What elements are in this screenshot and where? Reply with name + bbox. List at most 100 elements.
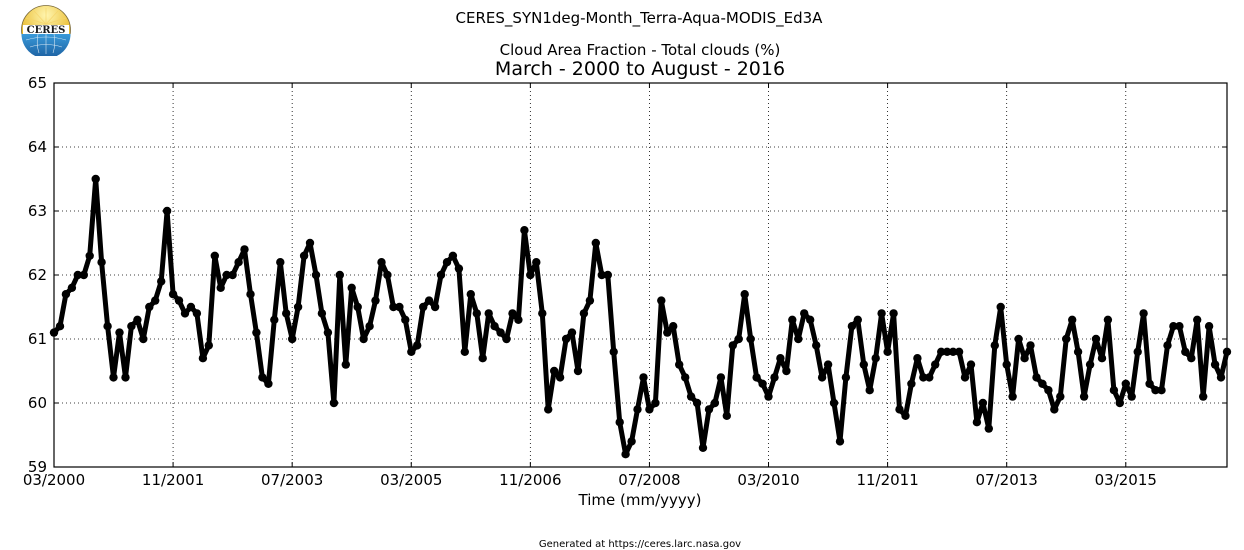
data-point (168, 290, 178, 299)
data-point (865, 386, 874, 395)
x-tick-label: 03/2000 (23, 471, 85, 489)
y-tick-label: 59 (28, 458, 47, 476)
data-point (817, 373, 827, 382)
data-point (859, 360, 868, 369)
data-point (972, 418, 982, 427)
x-axis-label: Time (mm/yyyy) (578, 491, 702, 509)
data-point (1204, 322, 1214, 331)
data-point (585, 296, 595, 305)
data-point (1073, 347, 1083, 356)
data-point (567, 328, 577, 337)
data-point (1050, 405, 1059, 414)
data-point (555, 373, 565, 382)
data-point (389, 302, 398, 312)
data-point (1157, 386, 1166, 395)
data-point (1068, 315, 1077, 324)
data-point (937, 347, 946, 356)
data-point (1210, 360, 1220, 369)
y-tick-label: 64 (28, 138, 47, 156)
data-point (1109, 386, 1119, 395)
data-point (204, 341, 213, 350)
data-point (609, 347, 618, 356)
footer-text: Generated at https://ceres.larc.nasa.gov (538, 539, 742, 550)
data-point (478, 354, 487, 363)
data-point (55, 322, 65, 331)
data-point (1026, 341, 1035, 350)
data-point (806, 315, 815, 324)
data-point (675, 360, 684, 369)
data-point (484, 309, 493, 318)
plot-frame (53, 82, 1228, 468)
y-tick-label: 62 (28, 266, 47, 284)
data-point (174, 296, 184, 305)
data-point (127, 322, 136, 331)
data-point (722, 411, 731, 420)
data-point (1002, 360, 1011, 369)
data-point (1187, 354, 1196, 363)
data-point (299, 251, 309, 260)
data-point (323, 328, 333, 337)
data-point (782, 366, 791, 376)
data-point (639, 373, 648, 382)
data-point (502, 334, 511, 344)
data-point (776, 354, 785, 363)
data-point (151, 296, 160, 305)
data-point (1199, 392, 1208, 401)
data-point (645, 405, 654, 414)
data-point (401, 315, 410, 324)
data-point (1151, 386, 1160, 395)
data-point (276, 258, 285, 267)
data-point (73, 270, 83, 280)
data-point (430, 302, 440, 312)
data-point (240, 245, 249, 254)
data-point (115, 328, 124, 337)
data-point (419, 302, 428, 312)
data-point (508, 309, 517, 318)
data-point (234, 258, 243, 267)
data-point (311, 270, 321, 280)
data-point (1133, 347, 1142, 356)
data-point (573, 366, 583, 376)
data-point (270, 315, 279, 324)
data-point (121, 373, 130, 382)
data-point (829, 398, 839, 408)
ceres-logo: CERES (21, 5, 71, 56)
data-point (800, 309, 809, 318)
data-point (1014, 334, 1023, 344)
data-point (788, 315, 797, 324)
data-point (758, 379, 767, 388)
data-point (264, 379, 273, 388)
data-point (1181, 347, 1190, 356)
data-point (1115, 398, 1125, 408)
data-point (966, 360, 976, 369)
data-point (341, 360, 350, 369)
data-point (466, 290, 475, 299)
data-point (823, 360, 833, 369)
data-point (657, 296, 666, 305)
x-tick-label: 11/2011 (856, 471, 918, 489)
data-point (1091, 334, 1101, 344)
data-point (698, 443, 708, 452)
data-point (317, 309, 327, 318)
data-point (883, 347, 892, 356)
data-point (216, 283, 225, 292)
data-point (704, 405, 714, 414)
data-point (1062, 334, 1071, 344)
data-point (222, 270, 231, 280)
data-point (365, 322, 374, 331)
x-tick-label: 11/2001 (142, 471, 204, 489)
data-point (579, 309, 589, 318)
data-point (544, 405, 553, 414)
x-tick-label: 07/2008 (618, 471, 680, 489)
data-point (1121, 379, 1131, 388)
data-point (103, 322, 112, 331)
data-point (895, 405, 904, 414)
x-tick-label: 07/2003 (261, 471, 323, 489)
y-tick-label: 60 (28, 394, 47, 412)
data-point (651, 398, 660, 408)
data-point (192, 309, 202, 318)
y-tick-label: 63 (28, 202, 47, 220)
data-point (514, 315, 523, 324)
data-point (812, 341, 821, 350)
data-point (561, 334, 571, 344)
